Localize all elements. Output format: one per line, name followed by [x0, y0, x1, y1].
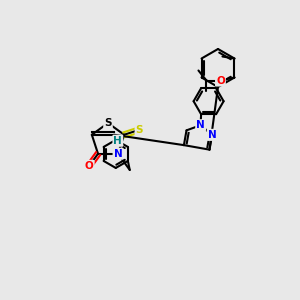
- Text: N: N: [114, 149, 122, 159]
- Text: O: O: [85, 161, 94, 171]
- Text: N: N: [196, 120, 205, 130]
- Text: N: N: [208, 130, 217, 140]
- Text: O: O: [216, 76, 225, 85]
- Text: S: S: [136, 125, 143, 135]
- Text: H: H: [113, 136, 122, 146]
- Text: S: S: [104, 118, 112, 128]
